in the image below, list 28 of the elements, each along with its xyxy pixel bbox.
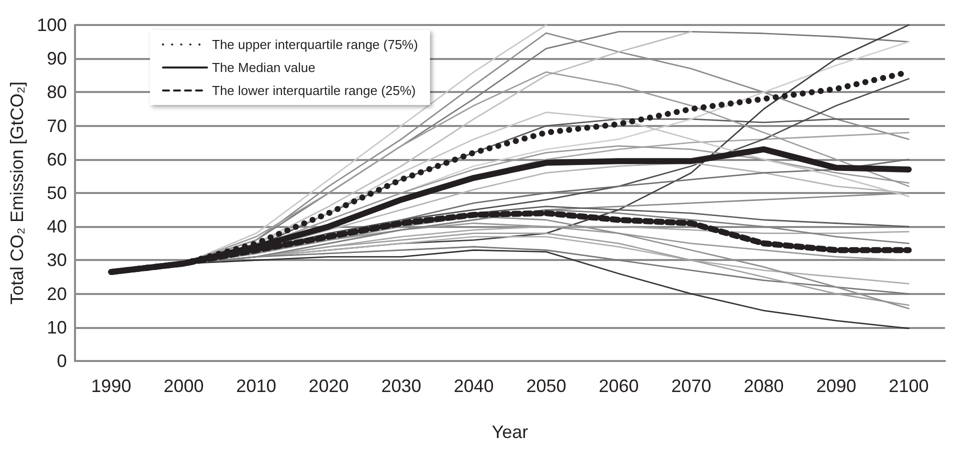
legend-label: The Median value [212, 60, 316, 75]
y-tick-label: 100 [36, 15, 67, 35]
x-tick-label: 1990 [91, 376, 132, 396]
x-tick-label: 2030 [381, 376, 422, 396]
y-tick-label: 30 [46, 250, 67, 270]
x-tick-label: 2100 [888, 376, 929, 396]
y-axis-title: Total CO₂ Emission [GtCO₂] [7, 81, 27, 305]
x-tick-label: 2050 [526, 376, 566, 396]
x-tick-label: 2080 [744, 376, 784, 396]
x-tick-label: 2090 [816, 376, 856, 396]
x-axis-title: Year [492, 422, 528, 442]
legend-label: The upper interquartile range (75%) [212, 37, 418, 52]
x-tick-label: 2020 [308, 376, 349, 396]
y-tick-label: 10 [46, 317, 67, 338]
y-tick-label: 90 [46, 48, 67, 69]
x-tick-label: 2000 [164, 376, 204, 396]
y-tick-label: 80 [46, 82, 67, 102]
y-tick-label: 70 [46, 116, 67, 136]
y-tick-label: 20 [46, 284, 67, 304]
y-tick-label: 50 [46, 183, 67, 203]
x-tick-label: 2070 [671, 376, 712, 396]
x-tick-label: 2040 [454, 376, 494, 396]
x-tick-label: 2060 [598, 376, 639, 396]
y-tick-label: 60 [46, 149, 67, 170]
legend-label: The lower interquartile range (25%) [212, 83, 416, 98]
y-tick-label: 0 [56, 351, 67, 371]
y-tick-label: 40 [46, 216, 67, 237]
x-tick-label: 2010 [236, 376, 276, 396]
